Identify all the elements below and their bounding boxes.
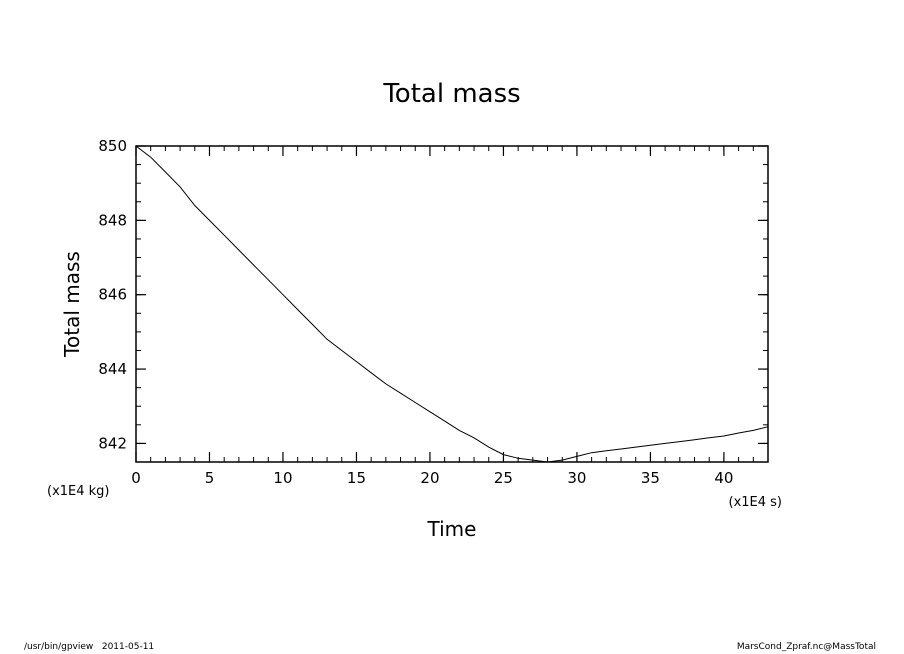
x-tick-label: 15 — [347, 469, 366, 487]
x-tick-label: 5 — [205, 469, 215, 487]
x-axis-ticks: 0 5 10 15 20 25 30 35 40 — [131, 146, 733, 487]
x-tick-label: 10 — [273, 469, 292, 487]
x-tick-label: 40 — [714, 469, 733, 487]
x-tick-label: 0 — [131, 469, 141, 487]
y-tick-label: 850 — [98, 137, 127, 155]
x-axis-label: Time — [427, 517, 477, 541]
series-line — [135, 145, 769, 463]
y-tick-label: 842 — [98, 434, 127, 452]
y-axis-label: Total mass — [60, 251, 84, 358]
footer-left: /usr/bin/gpview 2011-05-11 — [24, 642, 155, 652]
x-tick-label: 20 — [420, 469, 439, 487]
y-tick-label: 848 — [98, 211, 127, 229]
chart-title: Total mass — [382, 79, 520, 109]
footer-right: MarsCond_Zpraf.nc@MassTotal — [736, 642, 876, 652]
x-tick-label: 25 — [494, 469, 513, 487]
x-unit-label: (x1E4 s) — [729, 495, 783, 510]
y-unit-label: (x1E4 kg) — [47, 484, 110, 499]
y-tick-label: 844 — [98, 360, 127, 378]
y-tick-label: 846 — [98, 286, 127, 304]
x-tick-label: 30 — [567, 469, 586, 487]
plot-frame — [135, 145, 769, 463]
y-axis-ticks: 842 844 846 848 850 — [98, 137, 768, 452]
series-layer — [135, 145, 769, 463]
minor-ticks — [135, 145, 769, 462]
x-tick-label: 35 — [641, 469, 660, 487]
